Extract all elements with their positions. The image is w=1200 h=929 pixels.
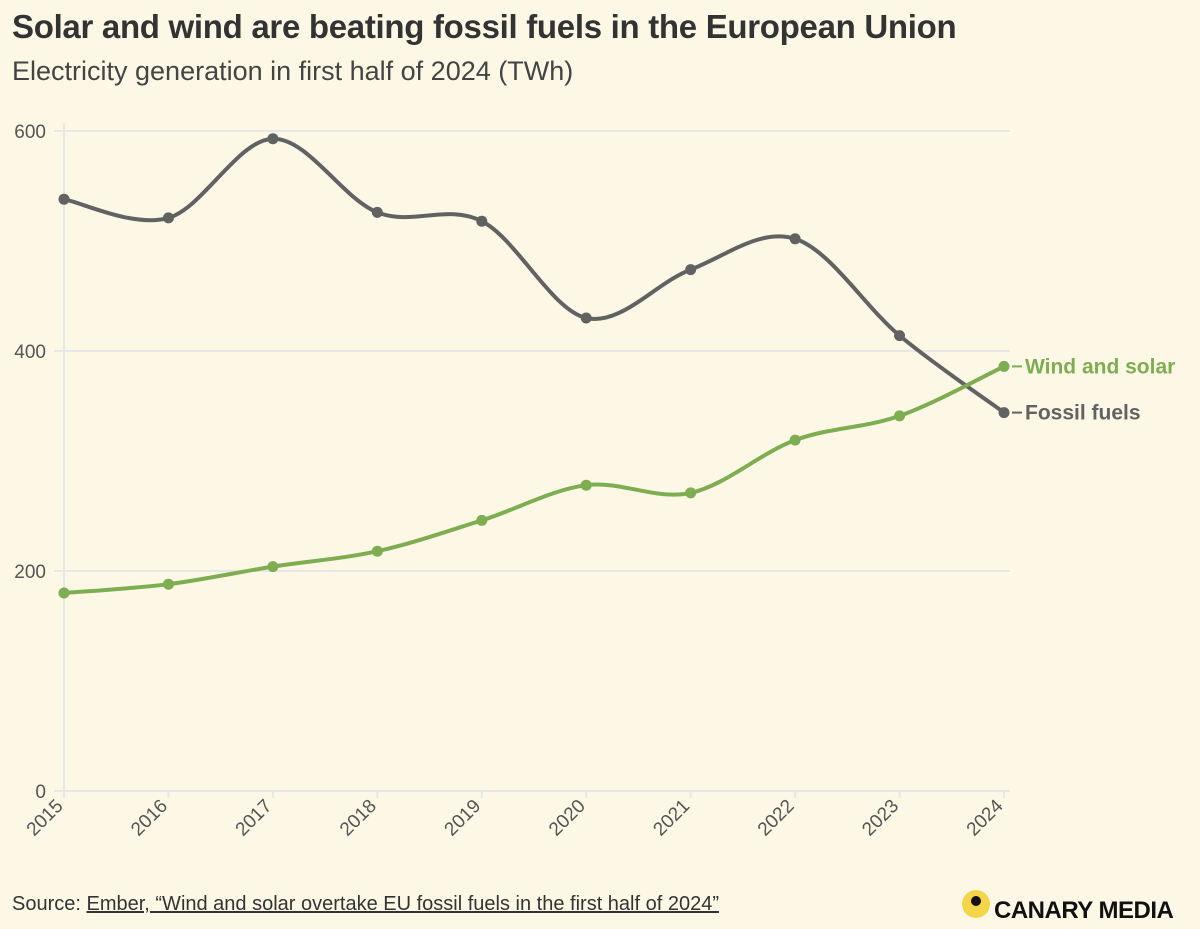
fossil-fuels-point-2024: [998, 407, 1010, 419]
x-tick-label-2023: 2023: [858, 796, 903, 841]
canary-dot-icon: [962, 890, 990, 918]
x-tick-label-2022: 2022: [754, 796, 799, 841]
chart-title: Solar and wind are beating fossil fuels …: [12, 8, 957, 45]
fossil-fuels-label: Fossil fuels: [1025, 402, 1141, 425]
fossil-fuels-point-2021: [685, 264, 697, 276]
grid-lines: [54, 130, 1010, 572]
x-tick-label-2024: 2024: [963, 795, 1008, 840]
wind-and-solar-line: [62, 364, 1006, 595]
wind-and-solar-point-2019: [476, 514, 488, 526]
wind-and-solar-point-2023: [894, 410, 906, 422]
series-labels: Fossil fuels Wind and solar: [1012, 355, 1175, 425]
source-link[interactable]: Ember, “Wind and solar overtake EU fossi…: [86, 893, 719, 915]
fossil-fuels-point-2023: [894, 330, 906, 342]
x-tick-label-2021: 2021: [649, 796, 694, 841]
wind-and-solar-point-2020: [580, 479, 592, 491]
y-tick-label-400: 400: [14, 342, 46, 363]
fossil-fuels-point-2020: [580, 312, 592, 324]
fossil-fuels-line: [62, 136, 1006, 415]
wind-and-solar-point-2016: [162, 578, 174, 590]
wind-and-solar-point-2018: [371, 545, 383, 557]
fossil-fuels-point-2018: [371, 206, 383, 218]
axes: 0 200 400 600 2015 2016 2017 2018 2019 2020 2021 20…: [14, 122, 1010, 840]
x-tick-label-2020: 2020: [545, 796, 590, 841]
fossil-fuels-point-2019: [476, 215, 488, 227]
fossil-fuels-point-2016: [162, 212, 174, 224]
series-lines: [58, 133, 1010, 599]
wind-and-solar-point-2015: [58, 587, 70, 599]
fossil-fuels-point-2015: [58, 193, 70, 205]
chart-subtitle: Electricity generation in first half of …: [12, 56, 574, 86]
fossil-fuels-point-2022: [789, 233, 801, 245]
wind-and-solar-point-2024: [998, 360, 1010, 372]
wind-and-solar-point-2021: [685, 487, 697, 499]
x-tick-label-2019: 2019: [441, 796, 486, 841]
fossil-fuels-point-2017: [267, 133, 279, 145]
x-tick-label-2015: 2015: [23, 796, 68, 841]
wind-and-solar-point-2017: [267, 561, 279, 573]
x-tick-label-2017: 2017: [232, 796, 277, 841]
source-note: Source: Ember, “Wind and solar overtake …: [12, 893, 719, 916]
y-tick-label-0: 0: [35, 782, 46, 803]
source-prefix: Source:: [12, 893, 87, 915]
wind-and-solar-label: Wind and solar: [1025, 355, 1175, 378]
brand-logo: CANARY MEDIA: [962, 884, 1174, 924]
wind-and-solar-point-2022: [789, 434, 801, 446]
brand-name: CANARY MEDIA: [994, 897, 1174, 924]
y-tick-label-600: 600: [14, 122, 46, 143]
x-tick-label-2018: 2018: [336, 796, 381, 841]
y-tick-label-200: 200: [14, 562, 46, 583]
x-tick-label-2016: 2016: [127, 796, 172, 841]
